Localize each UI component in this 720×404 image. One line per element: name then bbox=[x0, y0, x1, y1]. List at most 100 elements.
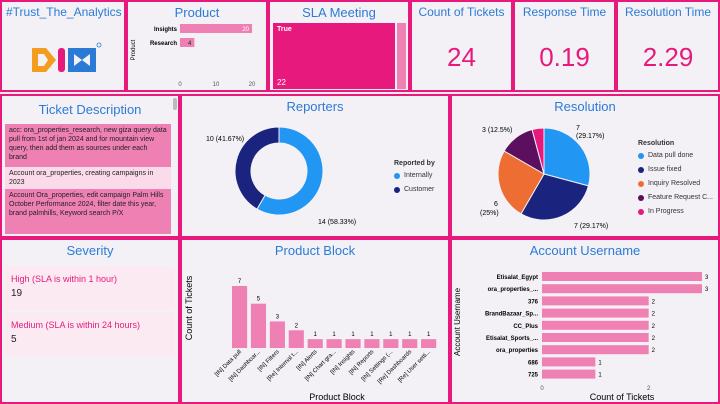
product-block-bar-label: 3 bbox=[276, 314, 280, 320]
severity-high-value: 19 bbox=[11, 288, 23, 299]
product-tick-label: 20 bbox=[249, 82, 256, 88]
account-category-label: ora_properties bbox=[496, 348, 539, 354]
legend-in-progress[interactable]: In Progress bbox=[638, 208, 684, 215]
sla-true-bar[interactable]: True 22 bbox=[273, 23, 395, 89]
account-category-label: Etisalat_Egypt bbox=[497, 275, 538, 281]
product-block-bar-label: 1 bbox=[351, 332, 355, 338]
account-category-label: Etisalat_Sports_... bbox=[486, 336, 538, 342]
sla-title: SLA Meeting bbox=[302, 5, 376, 20]
product-block-bar bbox=[383, 339, 399, 348]
legend-data-pull[interactable]: Data pull done bbox=[638, 152, 693, 159]
ticket-description-title: Ticket Description bbox=[38, 102, 142, 117]
product-block-bar-label: 2 bbox=[295, 323, 299, 329]
reporters-chart: 14 (58.33%) 10 (41.67%) bbox=[206, 126, 356, 226]
severity-panel: Severity High (SLA is within 1 hour) 19 … bbox=[0, 238, 180, 404]
account-category-label: 725 bbox=[528, 373, 539, 379]
account-bar-label: 2 bbox=[652, 336, 656, 342]
ticket-description-list[interactable]: acc: ora_properties_research, new giza q… bbox=[5, 124, 171, 234]
product-bar-label: 20 bbox=[242, 27, 249, 33]
account-username-title: Account Username bbox=[529, 243, 641, 258]
account-category-label: ora_properties_... bbox=[488, 287, 539, 293]
ticket-description-panel: Ticket Description acc: ora_properties_r… bbox=[0, 94, 180, 238]
ticket-row[interactable]: Account Ora_properties, edit campaign Pa… bbox=[5, 189, 171, 234]
legend-feature[interactable]: Feature Request C... bbox=[638, 194, 713, 201]
kpi-response-value: 0.19 bbox=[539, 42, 590, 72]
reporters-data-label: 14 (58.33%) bbox=[318, 219, 356, 226]
product-chart: Product Insights 20 Research 4 0 10 20 bbox=[131, 24, 256, 88]
legend-dot-icon bbox=[638, 208, 644, 215]
legend-dot-icon bbox=[638, 180, 644, 187]
account-bar bbox=[542, 308, 649, 318]
product-block-bar bbox=[421, 339, 437, 348]
product-category-label: Insights bbox=[154, 27, 178, 33]
account-xlabel: Count of Tickets bbox=[590, 392, 655, 402]
sla-secondary-bar[interactable] bbox=[397, 23, 406, 89]
account-bar-label: 2 bbox=[652, 324, 656, 330]
legend-feature-label: Feature Request C... bbox=[648, 194, 713, 201]
account-username-panel: Account Username Account Username Count o… bbox=[450, 238, 720, 404]
account-bar bbox=[542, 296, 649, 306]
product-category-label: Research bbox=[150, 41, 177, 47]
product-block-bar bbox=[345, 339, 361, 348]
product-axis-label: Product bbox=[131, 39, 137, 60]
account-ylabel: Account Username bbox=[453, 287, 462, 356]
resolution-data-label: 6 bbox=[494, 201, 498, 208]
product-block-bar bbox=[232, 286, 248, 348]
product-panel: Product Product Insights 20 Research 4 0 10 20 bbox=[126, 0, 268, 92]
product-block-bar bbox=[288, 330, 304, 348]
product-bar-label: 4 bbox=[188, 41, 192, 47]
kpi-resolution-title: Resolution Time bbox=[624, 5, 712, 19]
product-block-bar-label: 1 bbox=[332, 332, 336, 338]
product-block-bar-label: 1 bbox=[370, 332, 374, 338]
product-title: Product bbox=[174, 5, 220, 20]
product-block-bar bbox=[364, 339, 380, 348]
ticket-scrollbar[interactable] bbox=[173, 98, 177, 110]
severity-medium-card[interactable]: Medium (SLA is within 24 hours) 5 bbox=[5, 312, 175, 356]
product-block-bar bbox=[307, 339, 323, 348]
product-block-bar bbox=[326, 339, 342, 348]
reporters-slice bbox=[256, 126, 324, 216]
resolution-data-label: 7 bbox=[576, 125, 580, 132]
legend-inquiry-label: Inquiry Resolved bbox=[648, 180, 701, 187]
resolution-legend-title: Resolution bbox=[638, 140, 675, 147]
account-bar bbox=[542, 369, 596, 379]
account-tick-label: 2 bbox=[647, 386, 651, 392]
kpi-resolution-panel: Resolution Time 2.29 bbox=[616, 0, 720, 92]
account-bar-label: 2 bbox=[652, 299, 656, 305]
account-bar bbox=[542, 284, 702, 294]
reporters-panel: Reporters 14 (58.33%) 10 (41.67%) Reporte… bbox=[180, 94, 450, 238]
account-bar bbox=[542, 345, 649, 355]
resolution-data-label: 3 (12.5%) bbox=[482, 127, 512, 134]
resolution-panel: Resolution 7 (29.17%) 7 (29.17%) 6 (25%) 3 (1… bbox=[450, 94, 720, 238]
product-block-bar-label: 1 bbox=[389, 332, 393, 338]
product-block-ylabel: Count of Tickets bbox=[184, 275, 194, 340]
sla-panel: SLA Meeting True 22 bbox=[268, 0, 410, 92]
legend-customer-label: Customer bbox=[404, 186, 435, 193]
ticket-row[interactable]: Account ora_properties, creating campaig… bbox=[5, 167, 171, 189]
legend-dot-icon bbox=[638, 166, 644, 173]
kpi-count-panel: Count of Tickets 24 bbox=[410, 0, 513, 92]
legend-issue-fixed[interactable]: Issue fixed bbox=[638, 166, 681, 173]
severity-high-card[interactable]: High (SLA is within 1 hour) 19 bbox=[5, 266, 175, 310]
product-block-title: Product Block bbox=[274, 243, 356, 258]
ticket-row[interactable]: acc: ora_properties_research, new giza q… bbox=[5, 124, 171, 167]
account-chart: Account Username Count of Tickets Etisalat… bbox=[453, 272, 709, 402]
account-bar-label: 3 bbox=[705, 287, 709, 293]
account-category-label: CC_Plus bbox=[513, 324, 538, 330]
legend-internally[interactable]: Internally bbox=[394, 172, 432, 179]
account-category-label: 686 bbox=[528, 360, 539, 366]
legend-in-progress-label: In Progress bbox=[648, 208, 684, 215]
product-block-bar-label: 1 bbox=[427, 332, 431, 338]
legend-customer[interactable]: Customer bbox=[394, 186, 434, 193]
product-block-bar bbox=[402, 339, 418, 348]
legend-data-pull-label: Data pull done bbox=[648, 152, 694, 159]
product-block-bar-label: 1 bbox=[314, 332, 318, 338]
sla-true-label: True bbox=[277, 26, 292, 33]
legend-dot-icon bbox=[394, 172, 400, 179]
account-bar bbox=[542, 272, 702, 281]
legend-inquiry[interactable]: Inquiry Resolved bbox=[638, 180, 700, 187]
severity-medium-label: Medium (SLA is within 24 hours) bbox=[11, 320, 141, 330]
product-block-bar-label: 1 bbox=[408, 332, 412, 338]
account-bar bbox=[542, 357, 596, 367]
